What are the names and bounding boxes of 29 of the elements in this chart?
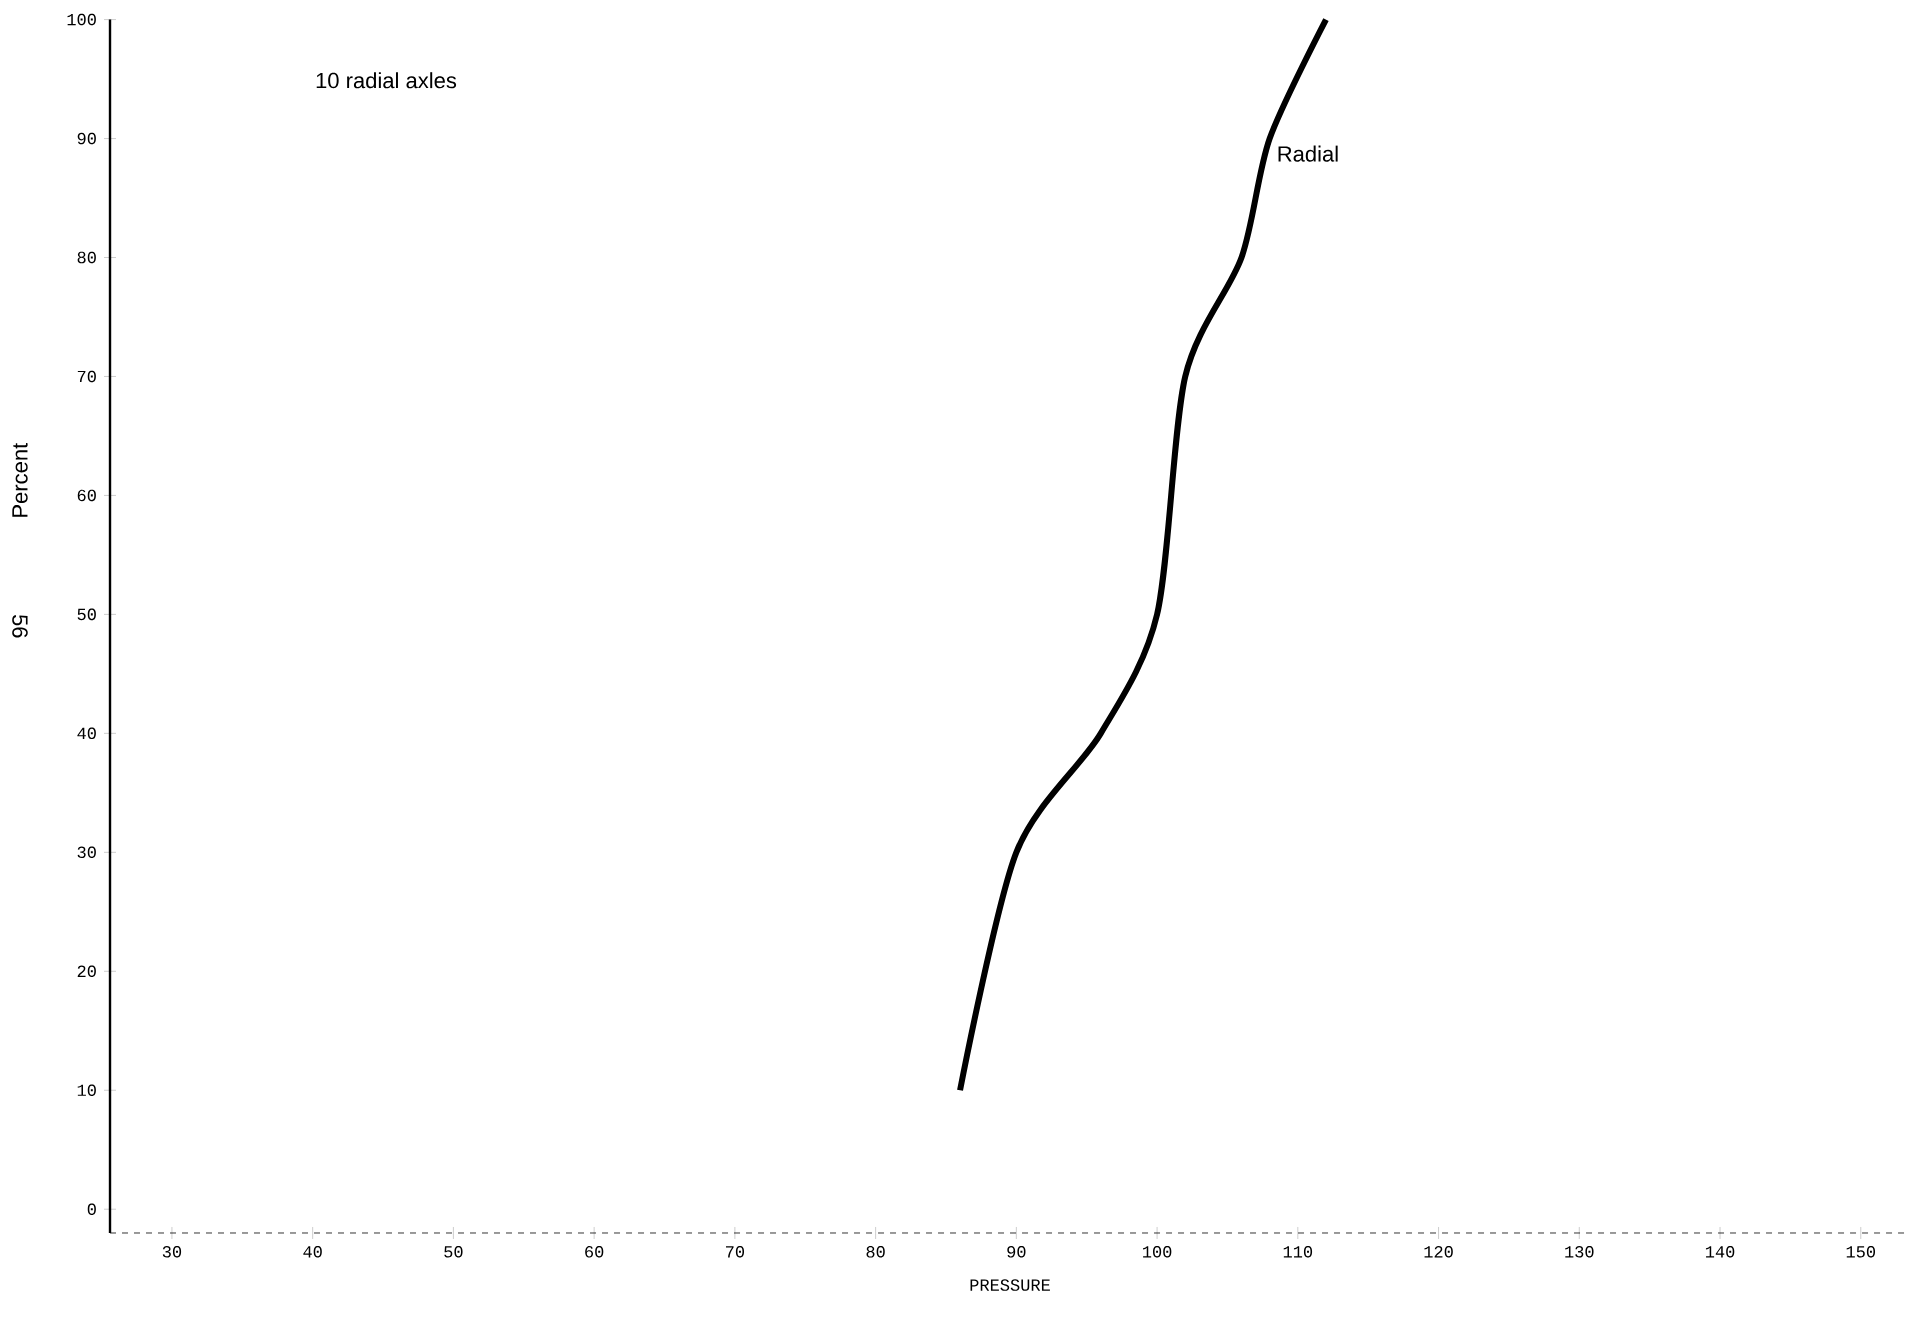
x-tick-label: 130 xyxy=(1565,1246,1594,1258)
y-tick-label: 40 xyxy=(77,727,96,740)
x-tick-label: 120 xyxy=(1424,1246,1453,1258)
y-tick-label: 20 xyxy=(77,965,96,978)
y-tick-label: 100 xyxy=(67,13,96,26)
y-tick-label: 60 xyxy=(77,489,96,502)
y-tick-label: 30 xyxy=(77,846,96,859)
y-tick-label: 0 xyxy=(87,1203,96,1215)
x-tick-label: 150 xyxy=(1846,1246,1876,1258)
y-tick-label: 80 xyxy=(77,251,96,264)
x-tick-label: 60 xyxy=(585,1246,604,1258)
x-tick-label: 50 xyxy=(444,1246,463,1258)
x-tick-label: 90 xyxy=(1007,1246,1026,1258)
x-tick-label: 110 xyxy=(1283,1246,1313,1258)
x-axis-title: PRESSURE xyxy=(970,1279,1050,1291)
y-tick-label: 70 xyxy=(77,370,96,383)
x-tick-label: 140 xyxy=(1705,1246,1735,1258)
x-tick-label: 30 xyxy=(162,1246,182,1258)
y-tick-label: 10 xyxy=(77,1084,96,1096)
y-tick-label: 50 xyxy=(77,608,96,621)
x-tick-label: 80 xyxy=(866,1246,885,1258)
x-tick-label: 40 xyxy=(303,1246,322,1258)
y-tick-label: 90 xyxy=(77,132,96,145)
x-tick-label: 100 xyxy=(1143,1246,1172,1258)
y-axis-title: Percent xyxy=(12,442,28,517)
annotation: 10 radial axles xyxy=(316,72,457,89)
x-tick-label: 70 xyxy=(725,1246,745,1258)
series-label: Radial xyxy=(1278,145,1338,162)
text: 56 xyxy=(12,614,28,638)
